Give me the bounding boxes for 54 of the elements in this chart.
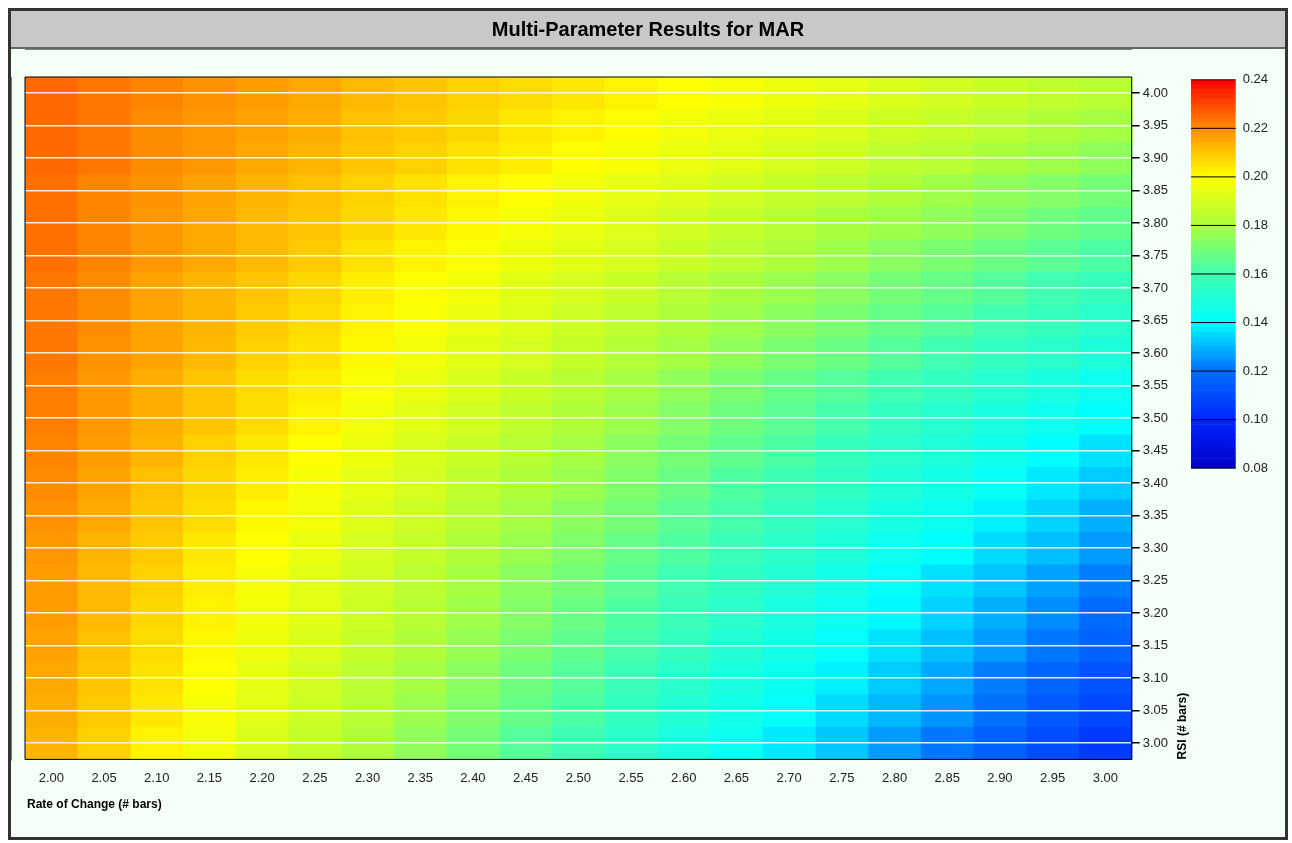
y-tick-label: 3.70 <box>1142 279 1169 295</box>
x-tick-label: 2.10 <box>144 769 170 785</box>
x-tick-label: 2.15 <box>196 769 223 785</box>
color-bar-label: 0.08 <box>1242 459 1269 475</box>
x-tick-label: 2.85 <box>934 769 960 785</box>
y-tick-label: 3.90 <box>1142 149 1169 165</box>
y-tick-label: 3.10 <box>1142 669 1169 685</box>
color-bar-label: 0.12 <box>1242 362 1269 378</box>
x-tick-label: 2.50 <box>565 769 592 785</box>
y-tick-label: 3.80 <box>1142 214 1169 230</box>
color-bar-label: 0.20 <box>1242 168 1269 184</box>
x-tick-label: 2.30 <box>354 769 381 785</box>
y-tick-label: 3.00 <box>1142 734 1169 750</box>
y-tick-label: 3.35 <box>1142 507 1169 523</box>
y-tick-label: 3.20 <box>1142 604 1169 620</box>
color-bar-label: 0.22 <box>1242 119 1269 135</box>
y-tick-label: 3.65 <box>1142 312 1169 328</box>
y-tick-label: 3.85 <box>1142 182 1169 198</box>
x-tick-label: 3.00 <box>1092 769 1118 785</box>
x-tick-label: 2.65 <box>723 769 750 785</box>
x-tick-label: 2.05 <box>91 769 117 785</box>
color-bar-label: 0.14 <box>1242 314 1269 330</box>
y-tick-label: 3.45 <box>1142 442 1169 458</box>
color-bar-label: 0.16 <box>1242 265 1269 281</box>
y-tick-label: 3.95 <box>1142 117 1169 133</box>
y-tick-label: 3.50 <box>1142 409 1169 425</box>
y-tick-label: 4.00 <box>1142 84 1169 100</box>
color-bar-label: 0.24 <box>1242 71 1269 87</box>
x-tick-label: 2.75 <box>829 769 855 785</box>
y-axis-title: RSI (# bars) <box>1175 692 1190 760</box>
y-tick-label: 3.60 <box>1142 344 1169 360</box>
x-tick-label: 2.90 <box>987 769 1013 785</box>
x-tick-label: 2.55 <box>618 769 644 785</box>
y-tick-label: 3.05 <box>1142 702 1169 718</box>
x-tick-label: 2.40 <box>460 769 486 785</box>
x-axis-title: Rate of Change (# bars) <box>27 797 162 812</box>
x-tick-label: 2.45 <box>512 769 539 785</box>
y-tick-label: 3.55 <box>1142 377 1169 393</box>
color-bar-label: 0.10 <box>1242 411 1269 427</box>
y-tick-label: 3.15 <box>1142 637 1169 653</box>
y-tick-label: 3.75 <box>1142 247 1169 263</box>
y-tick-label: 3.25 <box>1142 572 1169 588</box>
chart-title: Multi-Parameter Results for MAR <box>11 11 1285 49</box>
x-tick-label: 2.70 <box>776 769 802 785</box>
x-tick-label: 2.80 <box>881 769 908 785</box>
color-bar-label: 0.18 <box>1242 217 1269 233</box>
y-tick-label: 3.30 <box>1142 539 1169 555</box>
x-tick-label: 2.00 <box>38 769 65 785</box>
y-tick-label: 3.40 <box>1142 474 1169 490</box>
x-tick-label: 2.95 <box>1039 769 1066 785</box>
x-tick-label: 2.20 <box>249 769 275 785</box>
x-tick-label: 2.60 <box>671 769 697 785</box>
x-tick-label: 2.25 <box>302 769 328 785</box>
x-tick-label: 2.35 <box>407 769 433 785</box>
